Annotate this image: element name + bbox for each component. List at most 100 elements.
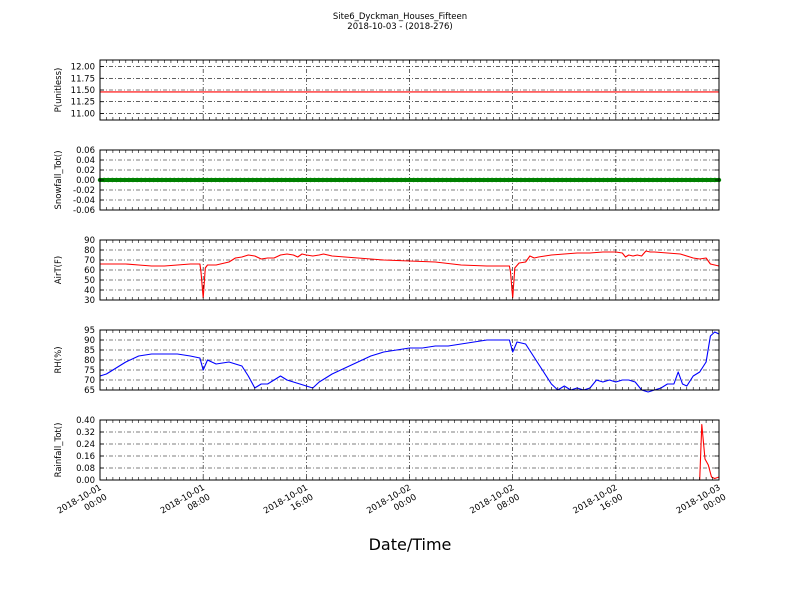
y-tick-label: 40 — [84, 286, 95, 296]
data-point — [200, 177, 206, 183]
data-point — [411, 177, 416, 183]
x-axis-label: Date/Time — [369, 535, 452, 554]
data-point — [634, 177, 639, 183]
data-point — [485, 177, 491, 183]
data-point — [692, 177, 697, 183]
data-point — [316, 177, 321, 183]
data-point — [167, 177, 173, 183]
chart-subtitle: 2018-10-03 - (2018-276) — [347, 22, 452, 32]
data-point — [432, 177, 437, 183]
data-point — [712, 177, 718, 183]
data-point — [238, 177, 243, 183]
data-point — [444, 177, 449, 183]
y-tick-label: 75 — [84, 366, 95, 376]
x-tick-label: 2018-10-0116:00 — [262, 483, 315, 526]
data-point — [555, 177, 561, 183]
data-point — [106, 177, 111, 183]
data-point — [217, 177, 222, 183]
data-point — [679, 177, 685, 183]
data-point — [465, 177, 470, 183]
data-point — [304, 177, 309, 183]
data-point — [333, 177, 338, 183]
data-point — [101, 177, 107, 183]
series-line-4 — [99, 331, 720, 393]
y-tick-label: 11.50 — [71, 86, 95, 96]
data-point — [522, 177, 528, 183]
data-point — [415, 177, 420, 183]
data-point — [366, 177, 371, 183]
data-point — [617, 177, 623, 183]
data-point — [159, 177, 165, 183]
data-point — [312, 177, 317, 183]
data-point — [572, 177, 577, 183]
chart-title: Site6_Dyckman_Houses_Fifteen — [333, 12, 467, 22]
data-point — [543, 177, 548, 183]
data-point — [328, 177, 334, 183]
data-point — [279, 177, 284, 183]
data-point — [139, 177, 144, 183]
data-point — [399, 177, 404, 183]
data-point — [341, 177, 346, 183]
data-point — [551, 177, 557, 183]
data-point — [209, 177, 214, 183]
y-tick-label: 11.25 — [71, 98, 95, 108]
data-point — [460, 177, 466, 183]
data-point — [300, 177, 305, 183]
data-point — [349, 177, 354, 183]
data-point — [535, 177, 540, 183]
data-point — [122, 177, 127, 183]
data-point — [477, 177, 482, 183]
data-point — [473, 177, 478, 183]
y-tick-label: 0.00 — [76, 176, 95, 186]
y-tick-label: 90 — [84, 236, 95, 246]
data-point — [448, 177, 453, 183]
data-point — [696, 177, 701, 183]
data-point — [295, 177, 301, 183]
y-tick-label: 11.75 — [71, 74, 95, 84]
y-tick-label: 12.00 — [71, 63, 95, 73]
data-point — [382, 177, 387, 183]
data-point — [172, 177, 177, 183]
data-point — [638, 177, 643, 183]
data-point — [275, 177, 280, 183]
data-point — [663, 177, 668, 183]
data-point — [506, 177, 511, 183]
data-point — [291, 177, 297, 183]
data-point — [163, 177, 169, 183]
data-point — [357, 177, 363, 183]
data-point — [287, 177, 293, 183]
data-point — [539, 177, 544, 183]
data-point — [213, 177, 218, 183]
x-tick-label: 2018-10-0100:00 — [56, 483, 109, 526]
data-point — [386, 177, 392, 183]
data-point — [184, 177, 189, 183]
y-axis-label: Snowfall_Tot() — [54, 150, 64, 209]
data-point — [576, 177, 581, 183]
data-point — [597, 177, 602, 183]
y-tick-label: 0.24 — [76, 440, 95, 450]
data-point — [419, 177, 425, 183]
x-tick-label: 2018-10-0216:00 — [572, 483, 625, 526]
x-tick-label: 2018-10-0208:00 — [468, 483, 521, 526]
y-tick-label: 0.06 — [76, 146, 95, 156]
data-point — [114, 177, 119, 183]
y-tick-label: 90 — [84, 336, 95, 346]
data-point — [266, 177, 272, 183]
data-point — [205, 177, 210, 183]
data-point — [630, 177, 635, 183]
data-point — [283, 177, 288, 183]
data-point — [675, 177, 680, 183]
data-point — [155, 177, 160, 183]
data-point — [498, 177, 503, 183]
data-point — [192, 177, 198, 183]
data-point — [481, 177, 486, 183]
data-point — [646, 177, 652, 183]
y-tick-label: 11.00 — [71, 109, 95, 119]
data-point — [440, 177, 445, 183]
data-point — [320, 177, 326, 183]
y-tick-label: 0.16 — [76, 452, 95, 462]
